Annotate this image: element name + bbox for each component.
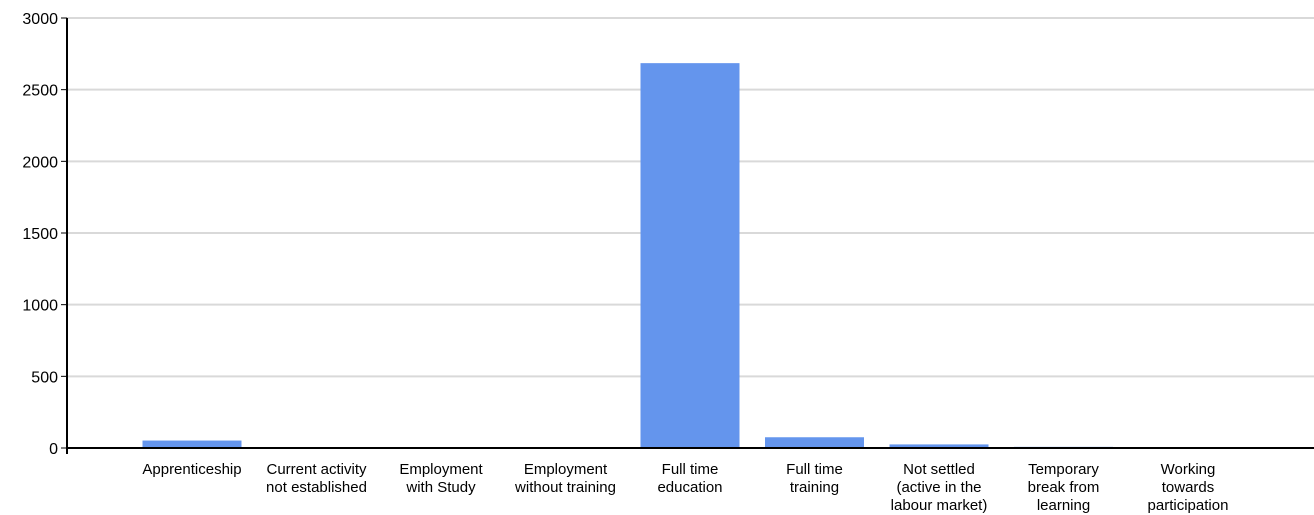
x-tick-label-line: Current activity [266, 461, 367, 478]
x-tick-labels: Apprenticeship Current activity not establ… [142, 461, 1228, 514]
x-tick-label: Full time training [786, 461, 843, 496]
y-tick-label: 3000 [22, 11, 58, 28]
y-tick-label: 0 [49, 441, 58, 458]
x-tick-label: Working towards participation [1148, 461, 1229, 514]
bar [765, 437, 864, 448]
x-tick-label-line: labour market) [891, 497, 988, 514]
bar [142, 440, 242, 448]
bar [889, 444, 989, 448]
x-tick-label-line: training [790, 479, 839, 496]
y-tick-label: 1000 [22, 298, 58, 315]
x-tick-label-line: break from [1028, 479, 1100, 496]
x-tick-label-line: with Study [405, 479, 476, 496]
x-tick-label-line: Not settled [903, 461, 975, 478]
y-tick-label: 1500 [22, 226, 58, 243]
bar [640, 63, 740, 449]
x-tick-label: Apprenticeship [142, 461, 241, 478]
x-tick-label-line: Full time [786, 461, 843, 478]
x-tick-label-line: Employment [399, 461, 483, 478]
x-tick-label-line: learning [1037, 497, 1090, 514]
x-tick-label: Temporary break from learning [1028, 461, 1100, 514]
x-tick-label-line: participation [1148, 497, 1229, 514]
x-tick-label-line: Temporary [1028, 461, 1099, 478]
x-tick-label: Full time education [657, 461, 722, 496]
bars [142, 63, 1238, 449]
x-tick-label-line: education [657, 479, 722, 496]
x-tick-label: Not settled (active in the labour market) [891, 461, 988, 514]
x-tick-label-line: not established [266, 479, 367, 496]
x-tick-label-line: Apprenticeship [142, 461, 241, 478]
y-tick-label: 500 [31, 369, 58, 386]
y-tick-label: 2500 [22, 83, 58, 100]
axes [61, 17, 1314, 454]
x-tick-label: Current activity not established [266, 461, 367, 496]
x-tick-label-line: Full time [662, 461, 719, 478]
x-tick-label-line: towards [1162, 479, 1215, 496]
y-tick-label: 2000 [22, 154, 58, 171]
x-tick-label: Employment without training [514, 461, 616, 496]
x-tick-label-line: Working [1161, 461, 1216, 478]
x-tick-label-line: Employment [524, 461, 608, 478]
y-tick-labels: 0 500 1000 1500 2000 2500 3000 [22, 11, 58, 458]
x-tick-label-line: without training [514, 479, 616, 496]
x-tick-label: Employment with Study [399, 461, 483, 496]
x-tick-label-line: (active in the [896, 479, 981, 496]
